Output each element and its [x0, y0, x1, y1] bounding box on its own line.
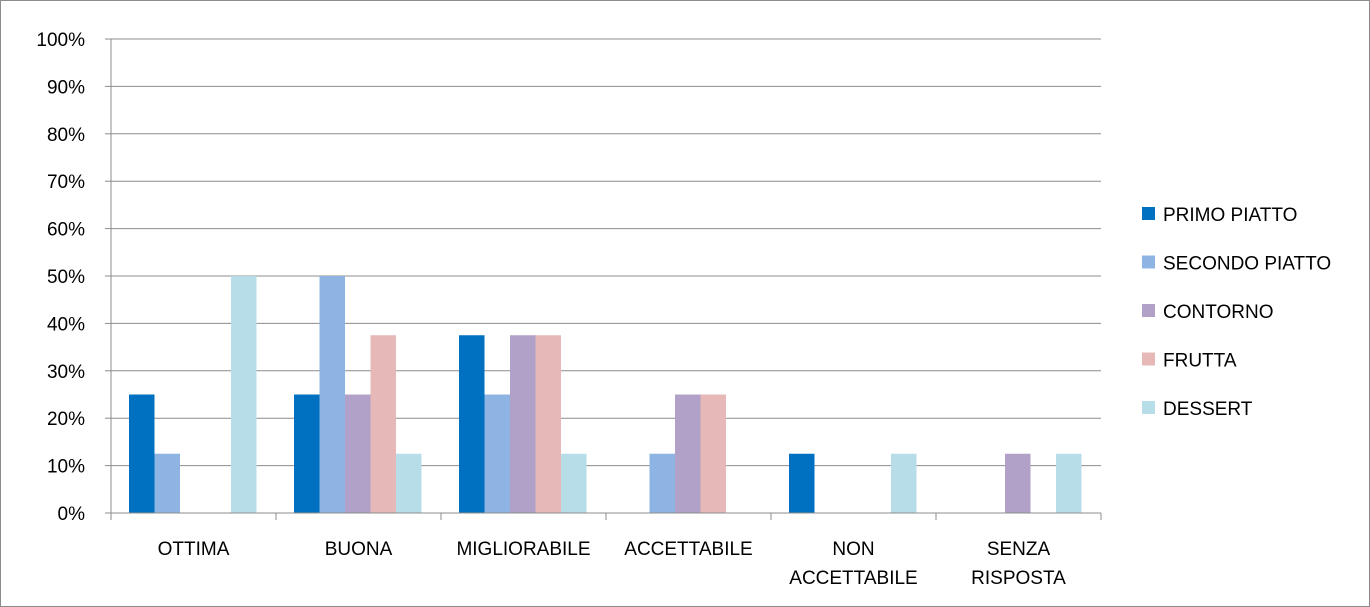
- y-tick-label: 0%: [58, 504, 86, 525]
- legend-swatch: [1142, 255, 1155, 269]
- bar-primo-piatto: [789, 453, 815, 513]
- bar-dessert: [891, 453, 917, 513]
- legend-swatch: [1142, 207, 1155, 220]
- y-tick-label: 50%: [47, 267, 85, 288]
- legend-label: CONTORNO: [1163, 302, 1273, 323]
- bar-dessert: [396, 453, 422, 513]
- x-tick-label: OTTIMA: [158, 539, 230, 560]
- x-tick-label: ACCETTABILE: [624, 539, 752, 560]
- bar-primo-piatto: [459, 335, 485, 513]
- y-tick-label: 60%: [47, 220, 85, 241]
- legend-label: FRUTTA: [1163, 351, 1237, 372]
- x-tick-label: ACCETTABILE: [789, 568, 917, 589]
- bar-secondo-piatto: [319, 276, 345, 513]
- bar-secondo-piatto: [154, 453, 180, 513]
- y-tick-label: 100%: [36, 30, 85, 51]
- x-tick-label: NON: [832, 539, 874, 560]
- legend: PRIMO PIATTO SECONDO PIATTO CONTORNO FRUTTA…: [1142, 205, 1331, 420]
- legend-swatch: [1142, 304, 1155, 317]
- legend-swatch: [1142, 401, 1155, 414]
- x-tick-label: SENZA: [987, 539, 1051, 560]
- y-tick-label: 20%: [47, 409, 85, 430]
- bar-primo-piatto: [294, 394, 320, 513]
- legend-label: SECONDO PIATTO: [1163, 254, 1331, 275]
- bar-secondo-piatto: [649, 453, 675, 513]
- y-tick-label: 80%: [47, 125, 85, 146]
- bar-primo-piatto: [129, 394, 155, 513]
- x-axis-ticks: OTTIMA BUONA MIGLIORABILE ACCETTABILE NON ACC…: [158, 539, 1067, 589]
- bar-frutta: [535, 335, 561, 513]
- y-tick-label: 30%: [47, 362, 85, 383]
- bar-contorno: [345, 394, 371, 513]
- y-tick-label: 40%: [47, 314, 85, 335]
- gridlines: [111, 38, 1101, 467]
- bar-dessert: [561, 453, 587, 513]
- bar-secondo-piatto: [484, 394, 510, 513]
- x-tick-label: BUONA: [325, 539, 393, 560]
- bar-frutta: [370, 335, 396, 513]
- bar-frutta: [700, 394, 726, 513]
- y-tick-label: 70%: [47, 172, 85, 193]
- bar-dessert: [1056, 453, 1082, 513]
- x-tick-label: MIGLIORABILE: [456, 539, 590, 560]
- bar-contorno: [1005, 453, 1031, 513]
- y-axis-ticks: 0% 10% 20% 30% 40% 50% 60% 70% 80% 90% 100%: [36, 30, 85, 525]
- legend-label: DESSERT: [1163, 399, 1253, 420]
- axes: [105, 38, 1102, 520]
- y-tick-label: 90%: [47, 77, 85, 98]
- bars: [129, 276, 1082, 513]
- legend-label: PRIMO PIATTO: [1163, 205, 1297, 226]
- y-tick-label: 10%: [47, 457, 85, 478]
- legend-swatch: [1142, 352, 1155, 366]
- bar-dessert: [231, 276, 257, 513]
- bar-contorno: [675, 394, 701, 513]
- x-tick-label: RISPOSTA: [971, 568, 1066, 589]
- bar-contorno: [510, 335, 536, 513]
